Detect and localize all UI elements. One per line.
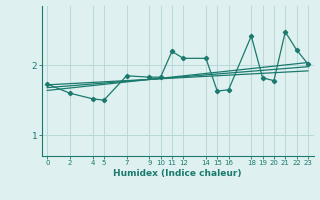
X-axis label: Humidex (Indice chaleur): Humidex (Indice chaleur) [113, 169, 242, 178]
